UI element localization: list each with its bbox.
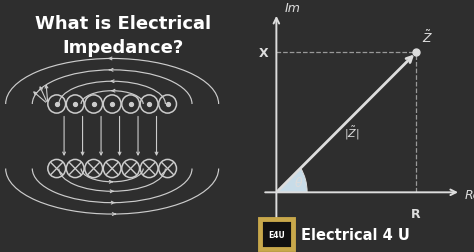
Text: Re: Re — [465, 188, 474, 201]
Text: Electrical 4 U: Electrical 4 U — [301, 227, 410, 242]
Text: E4U: E4U — [268, 230, 285, 239]
Text: What is Electrical: What is Electrical — [35, 15, 211, 33]
Text: X: X — [258, 47, 268, 60]
Text: θ: θ — [295, 176, 302, 189]
Text: $|\tilde{Z}|$: $|\tilde{Z}|$ — [345, 124, 360, 141]
Wedge shape — [276, 168, 307, 193]
Text: $\tilde{Z}$: $\tilde{Z}$ — [422, 30, 433, 46]
Text: Impedance?: Impedance? — [63, 39, 184, 57]
Text: R: R — [411, 207, 421, 220]
Text: Im: Im — [285, 2, 301, 15]
FancyBboxPatch shape — [260, 219, 292, 249]
